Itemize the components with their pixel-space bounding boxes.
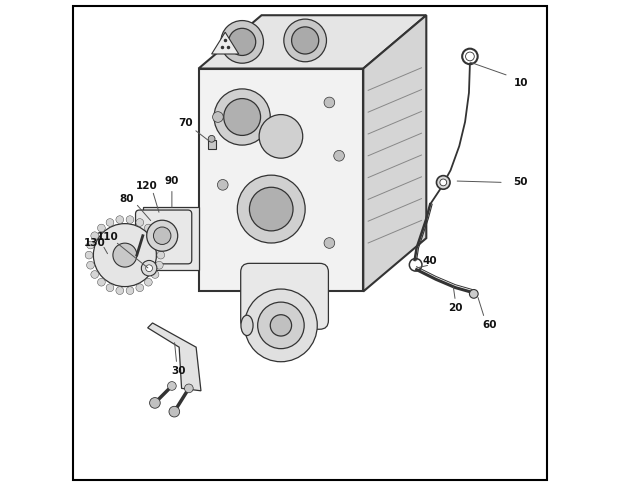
- Circle shape: [149, 398, 160, 408]
- Circle shape: [284, 19, 327, 62]
- Text: eReplacementParts.com: eReplacementParts.com: [200, 234, 420, 252]
- Circle shape: [85, 251, 93, 259]
- Circle shape: [237, 175, 305, 243]
- Circle shape: [151, 232, 159, 240]
- FancyBboxPatch shape: [136, 210, 192, 264]
- FancyBboxPatch shape: [241, 263, 329, 329]
- Text: 50: 50: [513, 177, 528, 188]
- Circle shape: [136, 284, 144, 292]
- Polygon shape: [198, 15, 427, 69]
- Circle shape: [249, 187, 293, 231]
- Polygon shape: [211, 32, 239, 54]
- Circle shape: [259, 115, 303, 158]
- Circle shape: [97, 278, 105, 286]
- Circle shape: [91, 271, 99, 278]
- Polygon shape: [148, 323, 201, 391]
- Circle shape: [208, 136, 215, 142]
- Text: 90: 90: [165, 176, 179, 186]
- Circle shape: [106, 219, 114, 226]
- Circle shape: [244, 289, 317, 362]
- Text: 30: 30: [171, 366, 185, 377]
- Circle shape: [185, 384, 193, 393]
- Circle shape: [126, 287, 134, 295]
- Circle shape: [258, 302, 304, 348]
- Text: 10: 10: [513, 78, 528, 88]
- Circle shape: [113, 243, 137, 267]
- Bar: [198, 69, 363, 292]
- Circle shape: [440, 179, 446, 186]
- Circle shape: [141, 260, 157, 276]
- Ellipse shape: [241, 315, 253, 335]
- Circle shape: [213, 112, 223, 122]
- Text: 110: 110: [97, 232, 118, 242]
- Circle shape: [156, 261, 163, 269]
- Circle shape: [270, 315, 291, 336]
- Circle shape: [229, 28, 255, 55]
- Circle shape: [224, 99, 260, 136]
- Circle shape: [334, 151, 344, 161]
- Circle shape: [91, 232, 99, 240]
- Circle shape: [324, 97, 335, 108]
- Text: 60: 60: [482, 320, 497, 330]
- Text: 20: 20: [448, 303, 463, 313]
- Circle shape: [436, 175, 450, 189]
- Circle shape: [221, 20, 264, 63]
- Circle shape: [144, 224, 153, 232]
- Circle shape: [147, 220, 178, 251]
- Circle shape: [151, 271, 159, 278]
- Text: 40: 40: [423, 257, 438, 266]
- Text: 70: 70: [178, 118, 193, 128]
- Circle shape: [218, 179, 228, 190]
- Text: 130: 130: [84, 238, 105, 248]
- Circle shape: [94, 224, 156, 287]
- Circle shape: [144, 278, 153, 286]
- Circle shape: [469, 290, 478, 298]
- Text: 120: 120: [135, 181, 157, 191]
- Polygon shape: [363, 15, 427, 292]
- Circle shape: [87, 261, 94, 269]
- Text: 80: 80: [120, 194, 134, 205]
- Circle shape: [156, 241, 163, 249]
- Bar: [208, 140, 216, 149]
- Circle shape: [126, 216, 134, 224]
- Circle shape: [291, 27, 319, 54]
- Circle shape: [167, 382, 176, 390]
- Circle shape: [157, 251, 165, 259]
- Circle shape: [136, 219, 144, 226]
- Circle shape: [87, 241, 94, 249]
- Circle shape: [116, 216, 123, 224]
- Circle shape: [97, 224, 105, 232]
- Circle shape: [169, 406, 180, 417]
- Bar: [143, 207, 198, 270]
- Circle shape: [324, 238, 335, 248]
- Circle shape: [154, 227, 171, 244]
- Circle shape: [106, 284, 114, 292]
- Circle shape: [214, 89, 270, 145]
- Circle shape: [146, 265, 153, 272]
- Circle shape: [116, 287, 123, 295]
